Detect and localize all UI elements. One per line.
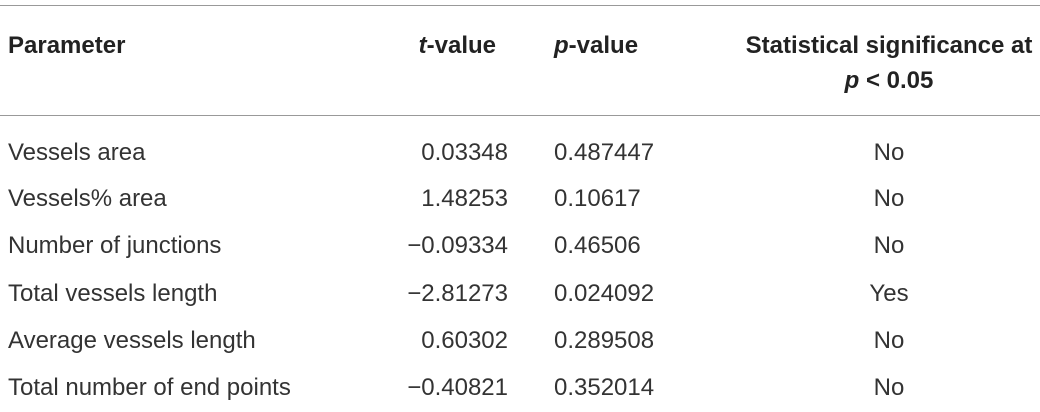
header-cell: Parameter: [0, 6, 360, 116]
header-cell: p-value: [510, 6, 720, 116]
header-text: Statistical significance at: [745, 32, 1040, 59]
header-text: < 0.05: [859, 67, 934, 94]
table-cell: No: [873, 232, 905, 260]
table-cell: 0.289508: [554, 327, 655, 355]
table-row: Vessels% area 1.48253 0.10617 No: [0, 176, 1040, 223]
header-text: p: [844, 67, 860, 94]
header-text: -value: [568, 32, 639, 59]
header-row: Parameter t-value p-value Statistical signi…: [0, 5, 1040, 116]
table-row: Number of junctions −0.09334 0.46506 No: [0, 223, 1040, 270]
table-cell: Yes: [869, 279, 909, 307]
table-body: Vessels area 0.03348 0.487447 No Vessels% ar…: [0, 116, 1040, 412]
table-cell: −0.40821: [407, 374, 508, 402]
table-cell: 1.48253: [421, 185, 508, 213]
table-row: Total vessels length −2.81273 0.024092 Yes: [0, 270, 1040, 317]
table-cell: −2.81273: [407, 279, 508, 307]
header-cell: Statistical significance at p < 0.05: [720, 6, 1040, 116]
table-cell: Vessels area: [8, 138, 146, 166]
table-cell: Total number of end points: [8, 374, 291, 402]
table-header: Parameter t-value p-value Statistical signi…: [0, 5, 1040, 116]
table-cell: No: [873, 138, 905, 166]
table-cell: Total vessels length: [8, 279, 218, 307]
table-cell: 0.024092: [554, 279, 655, 307]
header-text: -value: [426, 32, 496, 59]
table-row: Vessels area 0.03348 0.487447 No: [0, 116, 1040, 176]
table-cell: 0.10617: [554, 185, 641, 213]
table-cell: Number of junctions: [8, 232, 222, 260]
table-cell: No: [873, 374, 905, 402]
table-cell: No: [873, 327, 905, 355]
table-cell: No: [873, 185, 905, 213]
table-cell: Average vessels length: [8, 327, 256, 355]
header-text: p: [554, 32, 569, 59]
table-cell: −0.09334: [407, 232, 508, 260]
header-text: t: [418, 32, 427, 59]
header-cell: t-value: [360, 6, 510, 116]
table-cell: 0.46506: [554, 232, 641, 260]
table-row: Average vessels length 0.60302 0.289508 No: [0, 317, 1040, 364]
table-cell: 0.487447: [554, 138, 655, 166]
table-cell: 0.352014: [554, 374, 655, 402]
table-row: Total number of end points −0.40821 0.3520…: [0, 365, 1040, 412]
table-cell: 0.03348: [421, 138, 508, 166]
header-text: Parameter: [8, 32, 126, 59]
results-table: Parameter t-value p-value Statistical signi…: [0, 5, 1040, 412]
table-cell: Vessels% area: [8, 185, 167, 213]
table-cell: 0.60302: [421, 327, 508, 355]
